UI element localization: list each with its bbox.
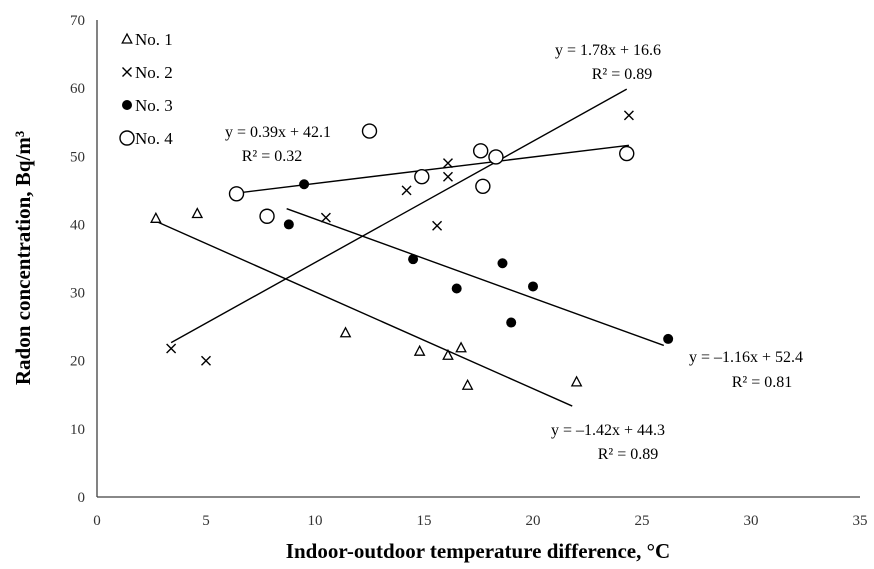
data-point (461, 378, 474, 390)
data-point (414, 169, 430, 185)
data-point (201, 355, 211, 366)
data-point (451, 283, 462, 294)
y-tick-label: 70 (70, 13, 85, 29)
data-point (619, 145, 635, 162)
data-point (488, 149, 504, 165)
data-point (339, 326, 352, 338)
data-point (442, 348, 454, 360)
axes (96, 20, 860, 498)
data-point (455, 341, 467, 353)
data-point (475, 178, 491, 194)
data-point (228, 186, 245, 202)
trend-lines (155, 88, 665, 407)
x-tick-label: 0 (93, 513, 101, 529)
trend-equation: y = –1.16x + 52.4 (689, 349, 803, 366)
legend-label: No. 3 (135, 96, 173, 115)
data-point (442, 158, 453, 169)
x-tick-label: 15 (417, 513, 432, 529)
y-tick-label: 60 (70, 81, 85, 97)
legend-label: No. 1 (135, 30, 173, 49)
legend-marker (122, 67, 132, 77)
trend-r-squared: R² = 0.81 (732, 374, 793, 391)
trend-line (155, 220, 573, 407)
x-axis-label: Indoor-outdoor temperature difference, °… (286, 539, 670, 563)
x-tick-label: 5 (202, 513, 210, 529)
data-point (623, 110, 634, 121)
data-point (191, 207, 204, 219)
data-point (663, 333, 674, 344)
trend-r-squared: R² = 0.89 (592, 66, 653, 83)
trend-r-squared: R² = 0.89 (598, 446, 659, 463)
data-point (570, 375, 583, 387)
x-tick-label: 20 (526, 513, 541, 529)
x-tick-label: 30 (744, 513, 759, 529)
legend-label: No. 4 (135, 129, 173, 148)
legend: No. 1 No. 2 No. 3 No. 4 (119, 30, 173, 148)
data-point (497, 258, 508, 269)
trend-equations: y = –1.42x + 44.3 R² = 0.89 y = 1.78x + 16… (225, 42, 803, 463)
data-point (166, 343, 177, 354)
legend-marker (119, 130, 135, 146)
x-tick-label: 25 (635, 513, 650, 529)
data-point (408, 254, 419, 265)
tick-labels: 0 5 10 15 20 25 30 35 0 10 20 30 40 50 60 70 (70, 13, 868, 529)
data-point (320, 212, 331, 223)
legend-marker (122, 100, 132, 110)
trend-line (229, 144, 630, 195)
x-tick-label: 35 (853, 513, 868, 529)
y-tick-label: 0 (78, 490, 86, 506)
x-tick-label: 10 (308, 513, 323, 529)
y-tick-label: 10 (70, 422, 85, 438)
legend-label: No. 2 (135, 63, 173, 82)
trend-equation: y = 1.78x + 16.6 (555, 42, 661, 59)
y-tick-label: 50 (70, 149, 85, 165)
data-point (413, 344, 426, 356)
data-point (432, 220, 443, 231)
y-tick-label: 30 (70, 286, 85, 302)
data-point (361, 123, 378, 139)
data-point (528, 281, 538, 292)
trend-equation: y = 0.39x + 42.1 (225, 124, 331, 141)
trend-line (170, 88, 628, 344)
data-point (442, 171, 453, 182)
data-points (150, 110, 674, 390)
data-point (259, 208, 275, 224)
trend-equation: y = –1.42x + 44.3 (551, 422, 665, 439)
legend-marker (121, 32, 133, 44)
y-tick-label: 40 (70, 217, 85, 233)
data-point (506, 317, 517, 328)
trend-line (286, 208, 665, 347)
data-point (150, 211, 162, 223)
trend-r-squared: R² = 0.32 (242, 148, 303, 165)
y-tick-label: 20 (70, 354, 85, 370)
data-point (472, 143, 489, 159)
data-point (299, 179, 310, 190)
data-point (283, 219, 294, 230)
data-point (401, 185, 412, 196)
y-axis-label: Radon concentration, Bq/m³ (11, 131, 35, 385)
